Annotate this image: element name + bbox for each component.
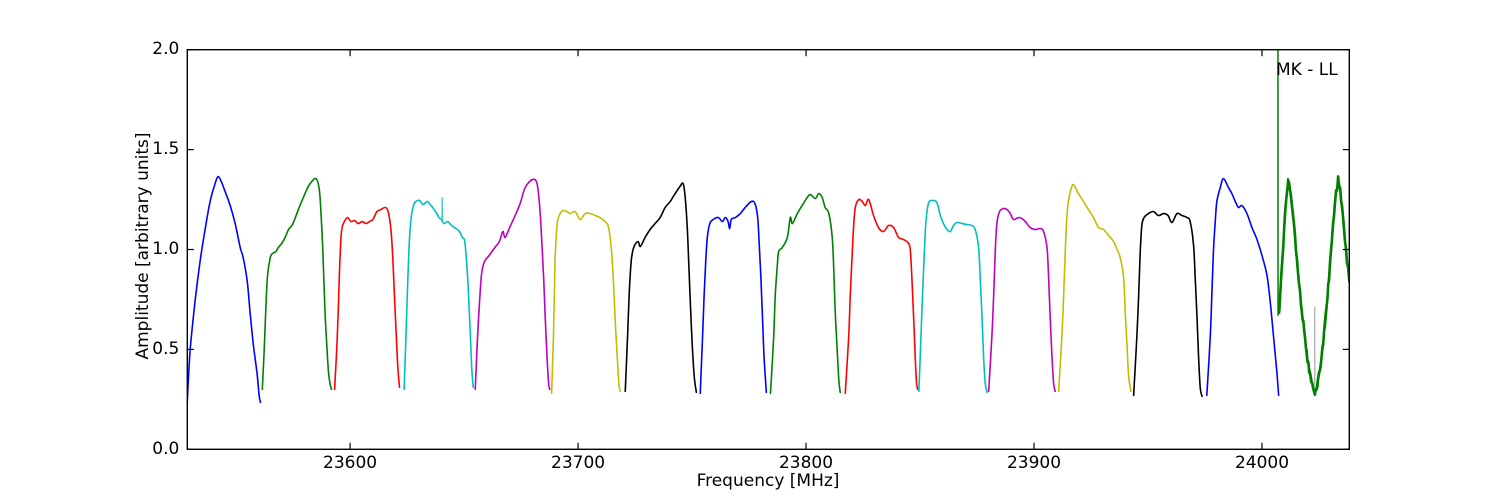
series-spw8-green [769, 192, 842, 395]
x-tick-label-4: 24000 [1234, 453, 1290, 473]
y-tick-label-2: 1.0 [152, 239, 180, 259]
series-group [187, 49, 1350, 404]
axis-ticks [187, 49, 1350, 450]
x-tick-label-0: 23600 [323, 453, 378, 473]
x-tick-label-3: 23900 [1006, 453, 1062, 473]
series-spw15-green-ripple [1278, 175, 1350, 397]
series-spw1-green [261, 177, 333, 391]
series-spw5-yellow [550, 209, 622, 395]
series-spw6-black [624, 182, 698, 394]
series-spw13-black [1132, 210, 1203, 398]
y-axis-title: Amplitude [arbitrary units] [133, 132, 153, 360]
series-spw10-cyan [918, 199, 988, 394]
axes-frame [186, 49, 1351, 451]
series-spw0-blue [187, 175, 262, 404]
series-spw9-red [844, 198, 919, 395]
y-tick-label-1: 0.5 [152, 338, 180, 359]
series-spw14-blue [1206, 177, 1280, 397]
y-tick-label-0: 0.0 [152, 438, 180, 459]
series-spw2-red [333, 206, 401, 391]
series-spw7-blue [699, 200, 768, 395]
baseline-annotation: MK - LL [1276, 60, 1338, 80]
y-tick-label-3: 1.5 [152, 139, 180, 160]
x-tick-label-1: 23700 [551, 453, 606, 473]
series-spw11-magenta [987, 207, 1057, 393]
x-tick-label-2: 23800 [778, 453, 834, 473]
series-spw3-cyan [403, 199, 474, 391]
x-axis-title: Frequency [MHz] [696, 471, 840, 491]
y-tick-label-4: 2.0 [152, 39, 180, 60]
series-spw12-yellow [1057, 183, 1132, 393]
series-spw4-magenta [474, 178, 551, 391]
